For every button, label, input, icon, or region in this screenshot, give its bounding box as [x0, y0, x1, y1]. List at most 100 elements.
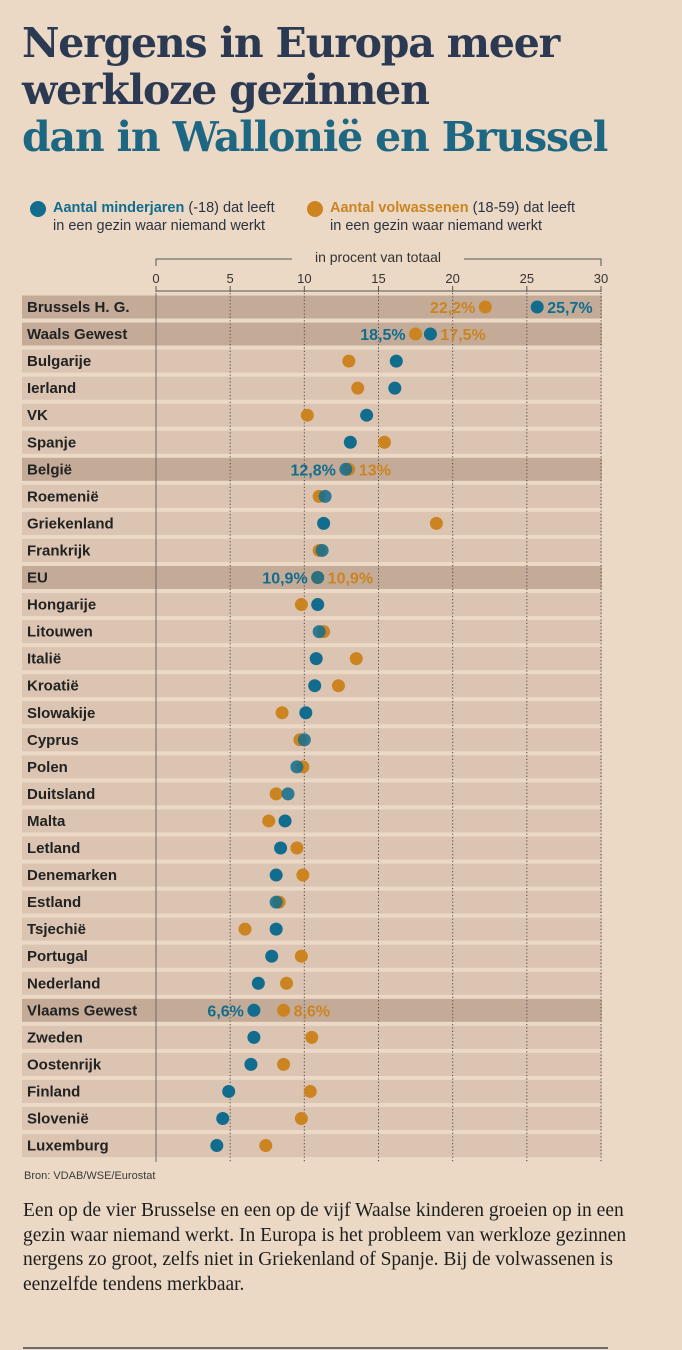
minors-point — [274, 841, 288, 855]
x-tick-label: 15 — [371, 271, 385, 286]
legend-dot-minors — [30, 201, 46, 217]
row-label: Brussels H. G. — [27, 299, 130, 316]
row-label: Roemenië — [27, 488, 99, 505]
adults-point — [275, 706, 289, 720]
minors-point — [317, 516, 331, 530]
row-band — [22, 971, 602, 995]
adults-point — [294, 598, 308, 612]
row-band — [22, 755, 602, 779]
row-band — [22, 1107, 602, 1130]
legend-dot-adults — [307, 201, 323, 217]
row-label: VK — [27, 407, 48, 424]
x-tick-label: 25 — [520, 271, 534, 286]
legend-adults-desc: in een gezin waar niemand werkt — [330, 218, 542, 234]
row-band — [22, 863, 602, 887]
x-tick-label: 0 — [152, 271, 159, 286]
minors-point — [311, 598, 325, 612]
minors-point — [318, 489, 332, 503]
adults-point — [305, 1030, 319, 1044]
adults-point — [342, 354, 356, 368]
row-label: Slovenië — [27, 1111, 89, 1128]
minors-point — [216, 1112, 230, 1125]
x-tick-label: 5 — [227, 271, 234, 286]
row-band — [22, 809, 602, 833]
minors-point — [210, 1139, 224, 1153]
row-label: Duitsland — [27, 786, 95, 803]
row-label: Zweden — [27, 1029, 83, 1046]
minors-point — [309, 652, 323, 666]
minors-point — [247, 1030, 261, 1044]
row-band — [22, 538, 602, 562]
minors-point — [269, 895, 283, 909]
adults-point — [349, 652, 363, 666]
row-band — [22, 457, 602, 481]
minors-point — [423, 327, 437, 341]
minors-point — [343, 435, 357, 449]
legend-adults-range: (18-59) dat leeft — [468, 200, 576, 216]
x-tick-label: 30 — [594, 271, 608, 286]
minors-point — [339, 462, 353, 476]
minors-value-label: 18,5% — [360, 327, 405, 344]
minors-point — [278, 814, 292, 828]
row-band — [22, 890, 602, 914]
adults-value-label: 10,9% — [328, 571, 373, 588]
minors-point — [388, 381, 402, 395]
minors-point — [222, 1084, 236, 1098]
row-band — [22, 620, 602, 644]
legend-minors-desc: in een gezin waar niemand werkt — [53, 218, 265, 234]
adults-point — [303, 1084, 317, 1098]
x-tick-label: 20 — [445, 271, 459, 286]
bottom-divider — [23, 1347, 608, 1349]
axis-bracket-left — [155, 258, 292, 266]
minors-point — [389, 354, 403, 368]
axis-bracket-right — [464, 258, 602, 266]
adults-point — [351, 381, 365, 395]
minors-point — [315, 543, 329, 557]
adults-point — [296, 868, 310, 882]
row-band — [22, 917, 602, 941]
minors-point — [308, 679, 322, 693]
headline-line-2: werkloze gezinnen — [22, 66, 430, 114]
row-label: Hongarije — [27, 597, 96, 614]
row-label: Denemarken — [27, 867, 117, 884]
row-label: Oostenrijk — [27, 1056, 102, 1073]
x-tick-label: 10 — [297, 271, 311, 286]
row-label: Malta — [27, 813, 66, 830]
adults-point — [277, 1057, 291, 1071]
row-label: Italië — [27, 651, 61, 668]
minors-point — [311, 571, 325, 584]
headline: Nergens in Europa meer werkloze gezinnen… — [22, 20, 672, 161]
legend-minors: Aantal minderjaren (-18) dat leeft in ee… — [30, 199, 275, 235]
minors-value-label: 12,8% — [290, 462, 335, 479]
minors-point — [360, 408, 374, 422]
dot-plot-chart: in procent van totaal 0 5 10 15 20 25 30 Brussel… — [22, 249, 608, 1162]
row-band — [22, 836, 602, 860]
legend-minors-title: Aantal minderjaren — [53, 200, 185, 216]
minors-point — [244, 1057, 258, 1071]
source-note: Bron: VDAB/WSE/Eurostat — [24, 1170, 156, 1182]
adults-value-label: 8,6% — [294, 1003, 330, 1020]
row-label: Portugal — [27, 948, 88, 965]
adults-point — [377, 435, 391, 449]
minors-point — [251, 976, 265, 990]
minors-point — [269, 922, 283, 936]
minors-point — [312, 625, 326, 639]
row-label: Frankrijk — [27, 542, 91, 559]
adults-value-label: 13% — [359, 462, 391, 479]
headline-line-3: dan in Wallonië en Brussel — [22, 113, 608, 161]
row-label: Litouwen — [27, 624, 93, 641]
adults-point — [478, 300, 492, 314]
row-band — [22, 944, 602, 968]
adults-point — [294, 1112, 308, 1125]
minors-point — [297, 733, 311, 747]
row-label: Slowakije — [27, 705, 95, 722]
adults-point — [429, 516, 443, 530]
row-label: Bulgarije — [27, 353, 91, 370]
row-band — [22, 728, 602, 752]
headline-line-1: Nergens in Europa meer — [22, 19, 560, 67]
adults-point — [259, 1139, 273, 1153]
axis-title: in procent van totaal — [315, 249, 441, 265]
row-label: Estland — [27, 894, 81, 911]
minors-point — [281, 787, 295, 801]
row-label: Waals Gewest — [27, 326, 127, 343]
